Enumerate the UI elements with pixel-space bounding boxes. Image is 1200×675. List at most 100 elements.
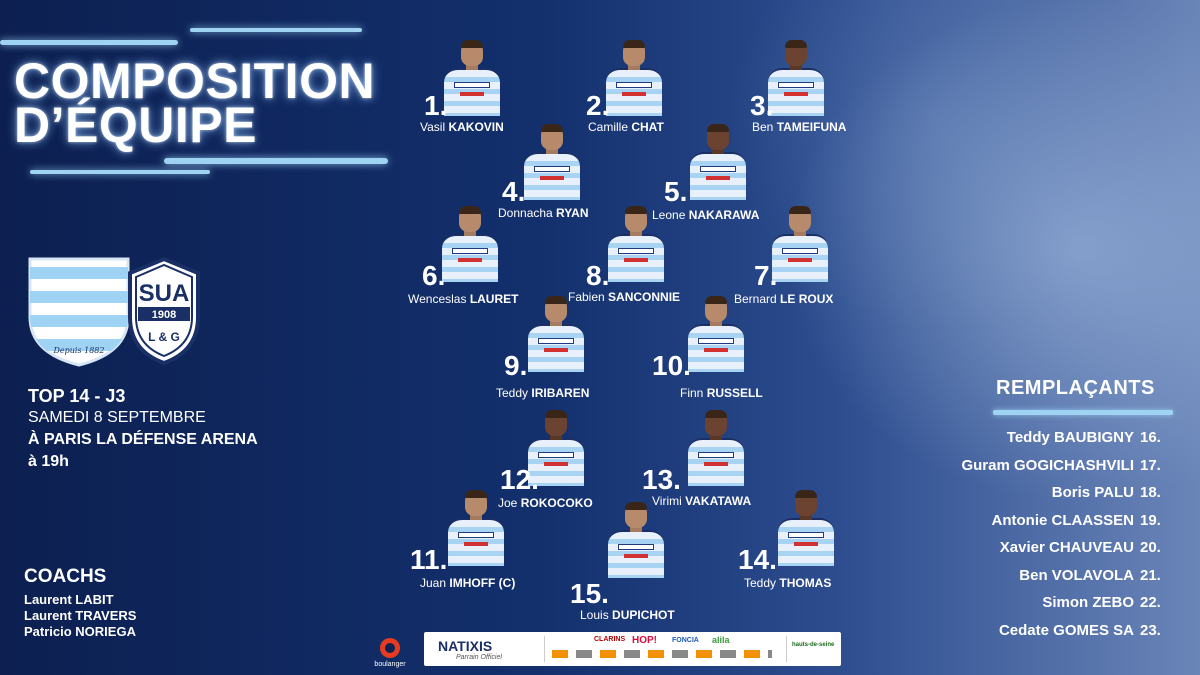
substitute-name: Simon ZEBO [1042, 594, 1134, 611]
sponsor-logo: CLARINS [594, 636, 626, 643]
player-hair [541, 124, 563, 132]
jersey [608, 530, 664, 578]
player-neck [470, 514, 482, 520]
player-neck [710, 320, 722, 326]
player-hair [625, 206, 647, 214]
player-neck [546, 148, 558, 154]
player-number: 9. [504, 350, 528, 381]
sponsors-strip: NATIXIS Parrain Officiel CLARINS HOP! FO… [424, 632, 841, 666]
player-hair [789, 206, 811, 214]
jersey-sponsor [454, 82, 490, 88]
player-neck [794, 230, 806, 236]
player-hair [705, 296, 727, 304]
jersey-sponsor [788, 532, 824, 538]
player-photo [442, 206, 498, 282]
player-name: Wenceslas LAURET [408, 292, 518, 306]
jersey-sponsor-stripe [706, 176, 730, 180]
player-last-name: NAKARAWA [688, 208, 760, 222]
substitute-name: Xavier CHAUVEAU [999, 539, 1134, 556]
sponsor-divider [544, 636, 545, 662]
substitute-number: 20. [1140, 539, 1161, 556]
match-time: à 19h [28, 453, 69, 470]
substitute-number: 23. [1140, 621, 1161, 639]
player-neck [628, 64, 640, 70]
player-photo [524, 124, 580, 200]
jersey-sponsor-stripe [458, 258, 482, 262]
player-number: 7. [754, 260, 778, 291]
player-first-name: Virimi [652, 494, 686, 508]
player-first-name: Teddy [744, 576, 780, 590]
substitute-number: 21. [1140, 566, 1161, 584]
sponsor-small-logos [552, 650, 772, 658]
player-number: 2. [586, 90, 610, 121]
substitute-name: Boris PALU [1051, 484, 1134, 501]
coachs-title: COACHS [24, 566, 107, 587]
jersey-sponsor [778, 82, 814, 88]
player-photo [608, 206, 664, 282]
coach-name: Laurent LABIT [24, 592, 114, 607]
player-photo [778, 490, 834, 566]
jersey-sponsor [452, 248, 488, 254]
player-last-name: SANCONNIE [608, 290, 681, 304]
substitute-row: Ben VOLAVOLA 21. [1019, 567, 1172, 584]
player-number: 3. [750, 90, 774, 121]
player-name: Ben TAMEIFUNA [752, 120, 846, 134]
player-number: 12. [500, 464, 539, 495]
player-name: Teddy THOMAS [744, 576, 831, 590]
match-venue: À PARIS LA DÉFENSE ARENA [28, 431, 258, 448]
substitute-name: Cedate GOMES SA [998, 621, 1134, 639]
substitute-name: Ben VOLAVOLA [1019, 566, 1134, 584]
jersey-sponsor-stripe [704, 348, 728, 352]
player-number: 5. [664, 176, 688, 207]
jersey-sponsor-stripe [544, 462, 568, 466]
jersey [528, 324, 584, 372]
home-crest-text: Depuis 1882 [53, 346, 105, 355]
match-info: TOP 14 - J3 SAMEDI 8 SEPTEMBRE À PARIS L… [28, 385, 258, 473]
player-hair [785, 40, 807, 48]
player-hair [623, 40, 645, 48]
substitute-number: 22. [1140, 594, 1161, 611]
jersey-sponsor [538, 452, 574, 458]
substitutes-underline [993, 410, 1173, 415]
player-first-name: Ben [752, 120, 777, 134]
player-neck [630, 230, 642, 236]
player-last-name: RUSSELL [706, 386, 763, 400]
home-club-crest: Depuis 1882 [28, 257, 130, 367]
player-photo [768, 40, 824, 116]
sponsor-logo: alila [712, 635, 730, 645]
away-crest-year: 1908 [152, 309, 176, 321]
jersey-sponsor-stripe [464, 542, 488, 546]
jersey [772, 234, 828, 282]
match-competition: TOP 14 - J3 [28, 386, 126, 406]
substitute-name: Teddy BAUBIGNY [1006, 429, 1134, 446]
jersey [448, 518, 504, 566]
substitute-row: Antonie CLAASSEN 19. [992, 512, 1173, 529]
player-number: 10. [652, 350, 691, 381]
player-last-name: LE ROUX [780, 292, 834, 306]
away-crest-bottom: L & G [148, 330, 180, 344]
player-photo [448, 490, 504, 566]
jersey [524, 152, 580, 200]
player-photo [444, 40, 500, 116]
player-photo [772, 206, 828, 282]
player-last-name: KAKOVIN [448, 120, 504, 134]
player-name: Joe ROKOCOKO [498, 496, 593, 510]
jersey-sponsor [616, 82, 652, 88]
player-first-name: Louis [580, 608, 613, 622]
title-stripe-bottom-2 [30, 170, 210, 174]
substitute-number: 17. [1140, 456, 1161, 474]
jersey-sponsor-stripe [544, 348, 568, 352]
jersey-sponsor-stripe [624, 258, 648, 262]
jersey [442, 234, 498, 282]
player-name: Louis DUPICHOT [580, 608, 675, 622]
player-first-name: Donnacha [498, 206, 557, 220]
player-number: 11. [410, 544, 448, 575]
player-name: Teddy IRIBAREN [496, 386, 589, 400]
title-stripe-top-2 [190, 28, 362, 32]
player-name: Fabien SANCONNIE [568, 290, 680, 304]
jersey-sponsor-stripe [622, 92, 646, 96]
jersey [688, 324, 744, 372]
player-hair [795, 490, 817, 498]
substitute-row: Cedate GOMES SA 23. [999, 622, 1172, 639]
player-photo [688, 296, 744, 372]
